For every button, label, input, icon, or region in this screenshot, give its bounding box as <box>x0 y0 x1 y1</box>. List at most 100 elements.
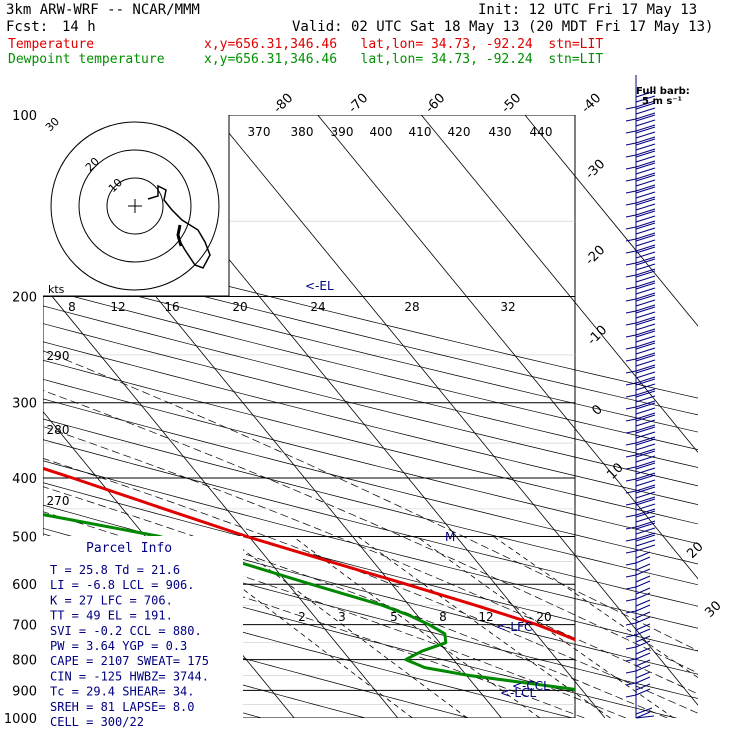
wind-barb <box>635 239 656 247</box>
hodograph-trace <box>147 184 211 269</box>
wind-barb-staff <box>625 478 637 482</box>
wind-barb <box>635 498 656 506</box>
dewpoint-line <box>43 513 575 691</box>
wind-barb <box>635 196 656 204</box>
wind-barb <box>635 575 651 583</box>
temperature-location: x,y=656.31,346.46 lat,lon= 34.73, -92.24… <box>204 37 604 52</box>
wind-barb <box>635 556 651 564</box>
wind-barb <box>635 407 656 415</box>
wind-barb <box>635 474 656 482</box>
wind-barb-staff <box>625 586 637 590</box>
mixing-ratio-label: 20 <box>536 610 551 624</box>
wind-barb <box>635 263 656 271</box>
wind-barb <box>635 220 656 228</box>
wind-barb <box>635 647 651 655</box>
wind-barb <box>635 604 651 612</box>
wind-barb <box>635 424 656 432</box>
wind-barb <box>635 467 656 475</box>
wind-barb <box>635 671 651 679</box>
theta-label: 440 <box>530 125 553 139</box>
wind-barb-staff <box>625 346 637 350</box>
hodograph-ring <box>106 177 164 235</box>
profile-lines <box>43 466 575 691</box>
wind-barb <box>635 251 656 259</box>
wind-barb-staff <box>625 454 637 458</box>
wind-barb <box>635 640 651 648</box>
hodograph-ring <box>50 121 220 291</box>
wind-barb <box>635 162 656 170</box>
wind-barb-staff <box>625 490 637 494</box>
barb-legend: Full barb: <box>636 86 690 97</box>
wind-barb-staff <box>625 514 637 518</box>
wind-barb <box>635 383 656 391</box>
isotherm-label: -30 <box>583 157 609 183</box>
wind-barb <box>635 306 656 314</box>
wind-barb <box>635 340 656 348</box>
wind-barb-staff <box>625 190 637 194</box>
wind-barb <box>635 707 655 719</box>
wind-barb <box>635 568 651 576</box>
wind-barb <box>635 280 656 288</box>
isotherm <box>524 115 698 327</box>
isotherm <box>317 115 698 580</box>
valid-time: Valid: 02 UTC Sat 18 May 13 (20 MDT Fri … <box>292 19 714 35</box>
wind-barb <box>635 347 656 355</box>
wind-barb <box>635 174 656 182</box>
wind-barb <box>635 376 656 384</box>
wind-barb <box>635 580 651 588</box>
dry-adiabat <box>43 254 698 416</box>
wind-barb <box>635 136 656 144</box>
parcel-info-box <box>43 536 243 718</box>
wind-barb <box>635 323 656 331</box>
wind-barb <box>635 179 656 187</box>
dry-adiabat <box>43 323 698 487</box>
wind-barb <box>635 491 656 499</box>
pressure-label: 200 <box>12 291 37 306</box>
isotherm-label: -80 <box>271 91 297 117</box>
moist-adiabat-label: 8 <box>68 300 76 314</box>
moist-adiabat <box>43 486 668 718</box>
wind-barb <box>635 352 656 360</box>
forecast-label: Fcst: <box>6 19 49 35</box>
wind-barb <box>635 222 656 230</box>
wind-barb-staff <box>625 274 637 278</box>
parcel-info-row: LI = -6.8 LCL = 906. <box>50 578 195 592</box>
wind-barb <box>635 414 656 422</box>
wind-barb <box>635 366 656 374</box>
wind-barb-staff <box>625 214 637 218</box>
wind-barb <box>635 150 656 158</box>
moist-adiabat-label: 12 <box>110 300 125 314</box>
wind-barb <box>635 400 656 408</box>
wind-barbs <box>625 75 656 719</box>
wind-barb <box>635 438 656 446</box>
wind-barb <box>635 318 656 326</box>
melting-level-marker: M <box>445 530 455 544</box>
wind-barb-staff <box>625 418 637 422</box>
wind-barb <box>635 198 656 206</box>
pressure-label: 800 <box>12 654 37 669</box>
moist-adiabat-label: 20 <box>232 300 247 314</box>
kts-label: kts <box>48 283 65 296</box>
isotherm-label: 10 <box>604 460 626 482</box>
wind-barb <box>635 191 656 199</box>
mixing-ratio-label: 2 <box>298 610 306 624</box>
wind-barb-staff <box>625 262 637 266</box>
wind-barb-staff <box>625 226 637 230</box>
wind-barb-staff <box>625 442 637 446</box>
wind-barb <box>635 486 656 494</box>
wind-barb <box>635 460 656 468</box>
wind-barb <box>635 258 656 266</box>
moist-adiabat <box>43 511 626 718</box>
wind-barb <box>635 652 651 660</box>
temperature-legend: Temperature <box>8 37 95 52</box>
wind-barb <box>635 371 656 379</box>
wind-barb <box>635 532 656 540</box>
wind-barb <box>635 616 651 624</box>
isotherm-label: -20 <box>583 243 609 269</box>
theta-label: 410 <box>409 125 432 139</box>
theta-label: 430 <box>489 125 512 139</box>
wind-barb <box>635 304 656 312</box>
wind-barb <box>635 592 651 600</box>
dewpoint-location: x,y=656.31,346.46 lat,lon= 34.73, -92.24… <box>204 52 604 67</box>
